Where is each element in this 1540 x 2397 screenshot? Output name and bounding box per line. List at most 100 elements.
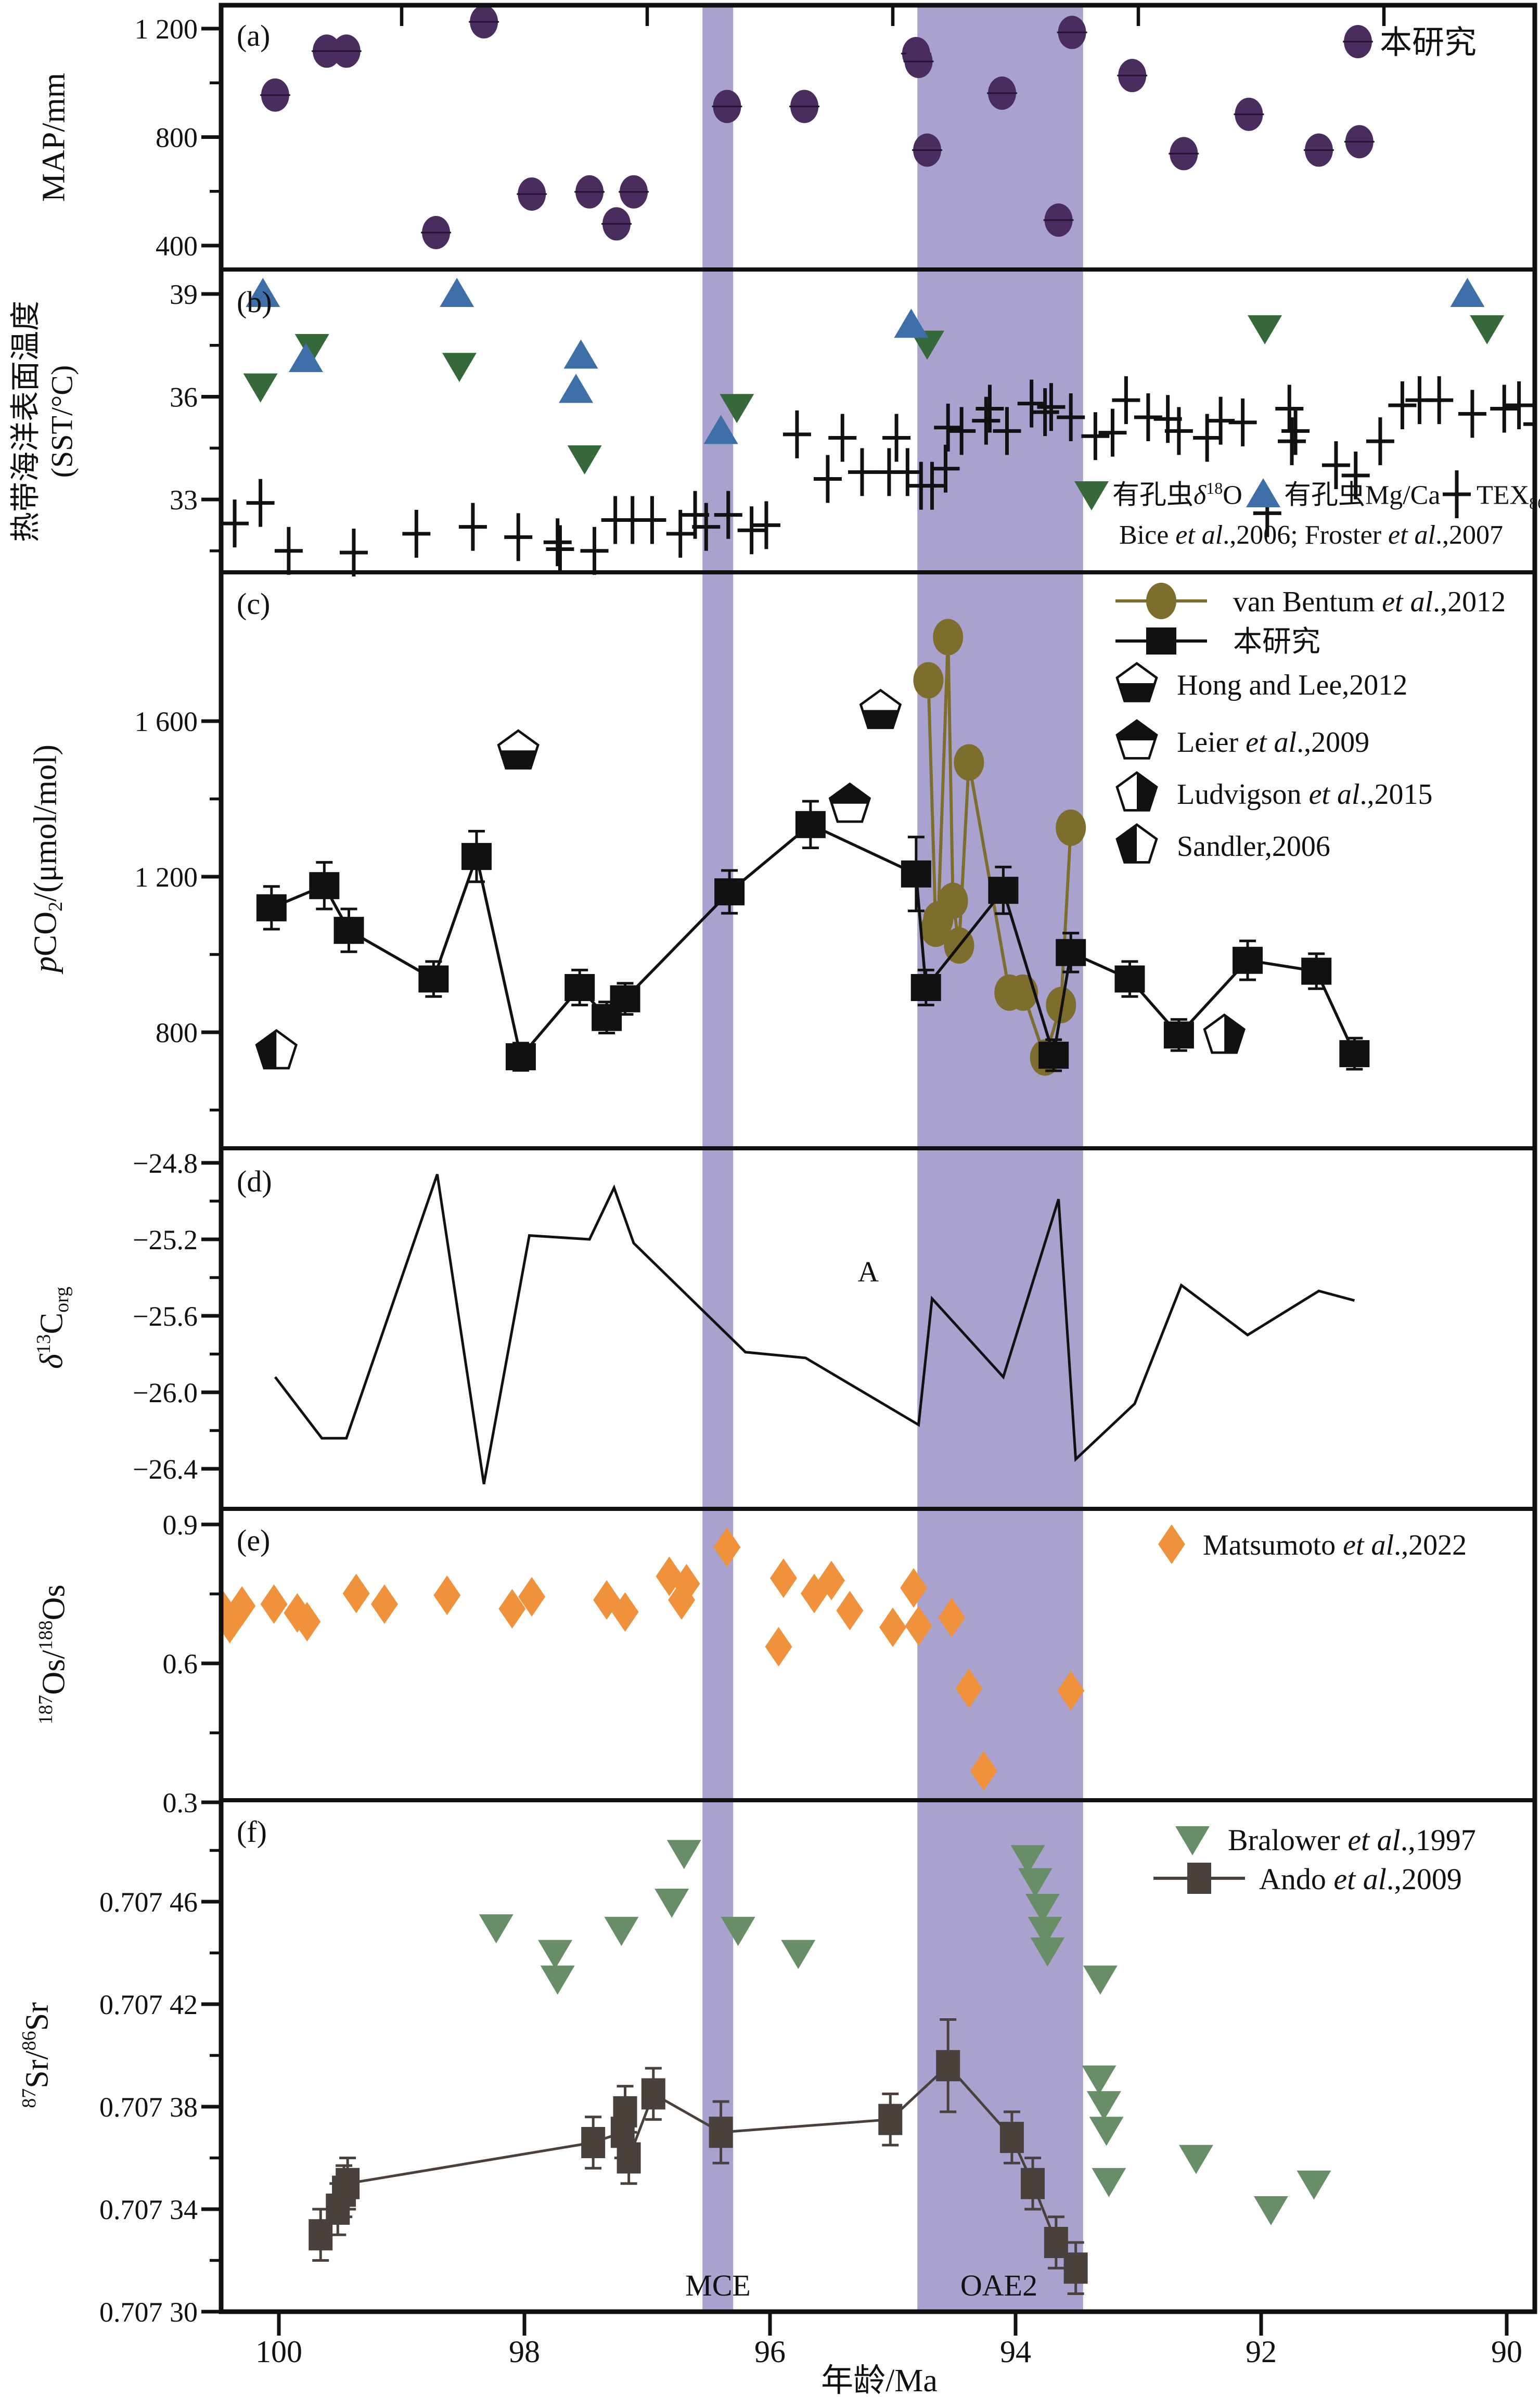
series-matsumoto-2022: [221, 1527, 1085, 1791]
y-tick-label: 800: [156, 122, 198, 153]
y-tick-label: 0.3: [163, 1787, 198, 1818]
legend-label: Leier et al.,2009: [1177, 726, 1369, 759]
panel-letter-d: (d): [237, 1164, 272, 1198]
y-axis-label-b: 热带海洋表面温度: [8, 301, 42, 542]
y-tick-label: 36: [170, 382, 198, 413]
x-tick-label: 94: [1000, 2335, 1031, 2369]
legend-label: Ando et al.,2009: [1259, 1862, 1462, 1896]
x-tick-label: 92: [1246, 2335, 1277, 2369]
y-tick-label: 800: [156, 1017, 198, 1048]
panel-a: 1 200 800 400 (a) 本研究: [135, 5, 1477, 262]
series-foram-d18O: [243, 315, 1505, 475]
panel-d: −24.8 −25.2 −25.6 −26.0 −26.4 A (d): [133, 1148, 1355, 1485]
legend-label: Matsumoto et al.,2022: [1203, 1529, 1467, 1561]
legend-label: Ludvigson et al.,2015: [1177, 778, 1433, 811]
series-foram-MgCa: [246, 278, 1485, 444]
y-axis-label-f: 87Sr/86Sr: [18, 2002, 55, 2108]
y-axis-f: 0.707 46 0.707 42 0.707 38 0.707 34 0.707 30: [99, 1849, 221, 2328]
series-area-c: [255, 619, 1370, 1076]
series-d13Corg-curve: [274, 1174, 1355, 1484]
y-axis-label-b: (SST/°C): [45, 365, 79, 478]
legend-a: 本研究: [1343, 25, 1477, 60]
legend-label: Bralower et al.,1997: [1228, 1823, 1476, 1857]
band-mce: [702, 5, 734, 2312]
y-tick-label: 0.707 34: [99, 2194, 198, 2225]
x-axis: 100 98 96 94 92 90 年龄/Ma: [255, 5, 1522, 2397]
annotation-A: A: [858, 1256, 879, 1288]
legend-e: Matsumoto et al.,2022: [1158, 1524, 1467, 1564]
legend-label: 有孔虫Mg/Ca: [1284, 481, 1440, 510]
y-tick-label: 1 200: [135, 862, 198, 893]
y-axis-d: −24.8 −25.2 −25.6 −26.0 −26.4: [133, 1148, 221, 1485]
panel-c: 1 600 1 200 800 (c) van Bentum et al.,2012 本研…: [135, 583, 1506, 1112]
series-area-b: [221, 278, 1535, 577]
y-tick-label: 33: [170, 484, 198, 516]
series-benyanjiu-pco2: [256, 800, 1370, 1072]
band-label-oae2: OAE2: [960, 2268, 1037, 2302]
y-axis-label-b: (SST/°C): [45, 365, 79, 478]
y-axis-label-c: pCO2/(μmol/mol): [28, 745, 67, 975]
x-axis-label: 年龄/Ma: [821, 2363, 938, 2397]
legend-label: Hong and Lee,2012: [1177, 669, 1407, 701]
legend-label: 本研究: [1233, 626, 1320, 658]
legend-label: 有孔虫δ18O: [1112, 479, 1242, 510]
y-axis-label-e: 187Os/188Os: [35, 1584, 72, 1724]
y-tick-label: 0.707 42: [99, 1989, 198, 2020]
y-axis-label-d: δ13Corg: [33, 1287, 73, 1369]
legend-label: 本研究: [1380, 25, 1477, 60]
y-tick-label: 1 600: [135, 706, 198, 737]
panel-letter-c: (c): [237, 587, 270, 621]
series-hong-lee-2012: [497, 688, 902, 770]
panel-letter-f: (f): [237, 1815, 267, 1849]
y-axis-e: 0.9 0.6 0.3: [163, 1509, 221, 1818]
legend-label: TEX86: [1477, 481, 1540, 512]
y-tick-label: 0.9: [163, 1509, 198, 1541]
panel-letter-b: (b): [237, 285, 272, 319]
legend-b: 有孔虫δ18O 有孔虫Mg/Ca TEX86 Bice et al.,2006; Fr…: [1074, 470, 1540, 550]
y-axis-label-a: MAP/mm: [36, 73, 72, 202]
y-tick-label: 400: [156, 230, 198, 262]
y-axis-b: 39 36 33: [170, 279, 221, 553]
band-label-mce: MCE: [685, 2268, 751, 2302]
series-area-a: [260, 5, 1375, 249]
legend-caption: Bice et al.,2006; Froster et al.,2007: [1119, 520, 1503, 550]
panel-letter-a: (a): [237, 19, 270, 53]
x-tick-label: 100: [255, 2335, 302, 2369]
y-tick-label: 0.707 38: [99, 2092, 198, 2123]
y-axis-label-a: MAP/mm: [36, 73, 72, 202]
series-leier-2009: [828, 782, 871, 823]
y-axis-a: 1 200 800 400: [135, 14, 221, 262]
y-tick-label: −24.8: [133, 1148, 198, 1179]
legend-f: Bralower et al.,1997 Ando et al.,2009: [1153, 1823, 1476, 1896]
series-area-e: [221, 1527, 1085, 1791]
y-tick-label: 0.6: [163, 1648, 198, 1680]
x-tick-label: 98: [509, 2335, 540, 2369]
x-tick-label: 96: [754, 2335, 786, 2369]
y-axis-label-e: 187Os/188Os: [35, 1584, 72, 1724]
y-tick-label: −26.0: [133, 1377, 198, 1408]
panel-f: 0.707 46 0.707 42 0.707 38 0.707 34 0.707 30…: [99, 1815, 1476, 2328]
series-area-f: [309, 1840, 1331, 2296]
plot-frame: [219, 3, 1537, 2314]
y-tick-label: 0.707 30: [99, 2297, 198, 2328]
series-TEX86: [221, 376, 1535, 577]
panel-e: 0.9 0.6 0.3 (e) Matsumoto et al.,2022: [163, 1509, 1467, 1818]
panel-letter-e: (e): [237, 1523, 270, 1557]
y-axis-label-c: pCO2/(μmol/mol): [28, 745, 67, 975]
x-tick-label: 90: [1491, 2335, 1522, 2369]
series-ando-2009: [309, 2018, 1088, 2296]
y-tick-label: −26.4: [133, 1454, 198, 1485]
y-tick-label: 39: [170, 279, 198, 310]
legend-label: Sandler,2006: [1177, 830, 1330, 863]
y-axis-label-f: 87Sr/86Sr: [18, 2002, 55, 2108]
legend-c: van Bentum et al.,2012 本研究 Hong and Lee,20…: [1115, 583, 1506, 864]
y-tick-label: −25.2: [133, 1224, 198, 1255]
y-tick-label: 0.707 46: [99, 1887, 198, 1918]
series-benyanjiu-map: [260, 5, 1375, 249]
series-sandler-2006: [255, 1029, 298, 1070]
y-axis-label-d: δ13Corg: [33, 1287, 73, 1369]
band-oae2: [917, 5, 1083, 2312]
panel-b: 39 36 33 (b) 有孔虫δ18O 有孔虫Mg/Ca TEX86 Bice et al.…: [170, 278, 1540, 577]
